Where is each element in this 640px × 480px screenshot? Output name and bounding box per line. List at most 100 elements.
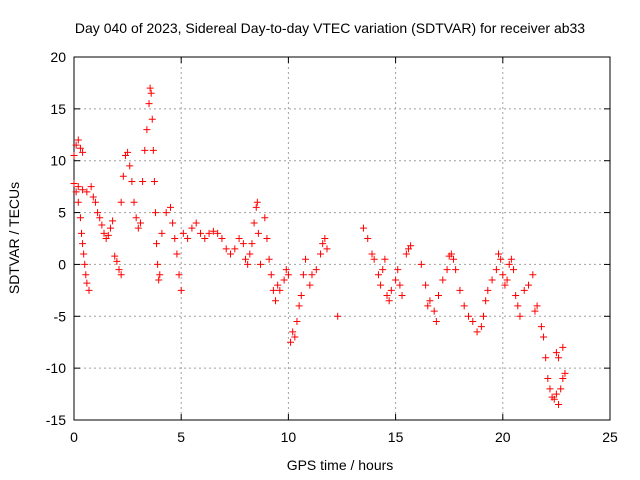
data-point	[252, 203, 260, 211]
data-point	[559, 343, 567, 351]
data-point	[282, 266, 290, 274]
y-tick-label: -10	[46, 360, 66, 376]
data-point	[113, 257, 121, 265]
data-point	[368, 250, 376, 258]
data-point	[293, 317, 301, 325]
data-point	[334, 312, 342, 320]
y-tick-label: -5	[54, 308, 67, 324]
data-point	[72, 188, 80, 196]
data-point	[559, 375, 567, 383]
data-point	[196, 229, 204, 237]
data-point	[555, 400, 563, 408]
data-point	[166, 203, 174, 211]
data-point	[287, 338, 295, 346]
y-tick-label: -15	[46, 412, 66, 428]
data-point	[505, 260, 513, 268]
x-tick-label: 20	[495, 429, 511, 445]
data-point	[124, 148, 132, 156]
data-point	[76, 144, 84, 152]
data-point	[74, 136, 82, 144]
data-point	[139, 177, 147, 185]
data-point	[76, 214, 84, 222]
data-point	[276, 286, 284, 294]
data-point	[79, 186, 87, 194]
y-tick-label: 15	[50, 101, 66, 117]
data-point	[98, 221, 106, 229]
data-point	[550, 395, 558, 403]
data-point	[381, 255, 389, 263]
data-point	[482, 297, 490, 305]
data-point	[274, 281, 282, 289]
data-point	[488, 276, 496, 284]
data-point	[119, 172, 127, 180]
data-point	[104, 231, 112, 239]
data-point	[155, 276, 163, 284]
data-point	[100, 229, 108, 237]
data-point	[82, 271, 90, 279]
x-tick-label: 15	[388, 429, 404, 445]
data-point	[557, 385, 565, 393]
data-point	[317, 250, 325, 258]
data-point	[426, 297, 434, 305]
data-point	[473, 328, 481, 336]
data-point	[480, 312, 488, 320]
x-tick-label: 25	[602, 429, 618, 445]
data-point	[477, 323, 485, 331]
data-point	[520, 286, 528, 294]
data-point	[540, 333, 548, 341]
data-point	[417, 260, 425, 268]
data-points	[70, 84, 569, 408]
data-point	[173, 250, 181, 258]
data-point	[452, 266, 460, 274]
data-point	[147, 89, 155, 97]
data-point	[83, 279, 91, 287]
data-point	[248, 240, 256, 248]
data-point	[402, 250, 410, 258]
data-point	[280, 276, 288, 284]
data-point	[74, 198, 82, 206]
data-point	[153, 240, 161, 248]
data-point	[377, 281, 385, 289]
data-point	[184, 235, 192, 242]
data-point	[387, 286, 395, 294]
data-point	[94, 209, 102, 217]
x-tick-label: 5	[177, 429, 185, 445]
y-tick-labels: -15 -10 -5 0 5 10 15 20	[46, 49, 66, 428]
data-point	[561, 369, 569, 377]
data-point	[396, 281, 404, 289]
data-point	[392, 276, 400, 284]
data-point	[272, 297, 280, 305]
y-tick-label: 0	[58, 256, 66, 272]
data-point	[177, 286, 185, 294]
data-point	[246, 250, 254, 258]
plot-frame	[73, 56, 611, 421]
data-point	[150, 177, 158, 185]
data-point	[299, 271, 307, 279]
data-point	[231, 245, 239, 253]
data-point	[269, 286, 277, 294]
data-point	[89, 193, 97, 201]
data-point	[263, 235, 271, 242]
data-point	[201, 235, 209, 242]
data-point	[495, 250, 503, 258]
data-point	[422, 281, 430, 289]
data-point	[267, 271, 275, 279]
x-tick-label: 0	[70, 429, 78, 445]
data-point	[91, 198, 99, 206]
data-point	[265, 255, 273, 263]
data-point	[149, 146, 157, 154]
data-point	[430, 307, 438, 315]
data-point	[359, 224, 367, 232]
data-point	[117, 271, 125, 279]
y-tick-label: 10	[50, 153, 66, 169]
data-point	[398, 292, 406, 300]
data-point	[126, 162, 134, 170]
data-point	[79, 148, 87, 156]
data-point	[162, 209, 170, 217]
data-point	[227, 250, 235, 258]
data-point	[141, 146, 149, 154]
data-point	[525, 281, 533, 289]
data-point	[424, 302, 432, 310]
